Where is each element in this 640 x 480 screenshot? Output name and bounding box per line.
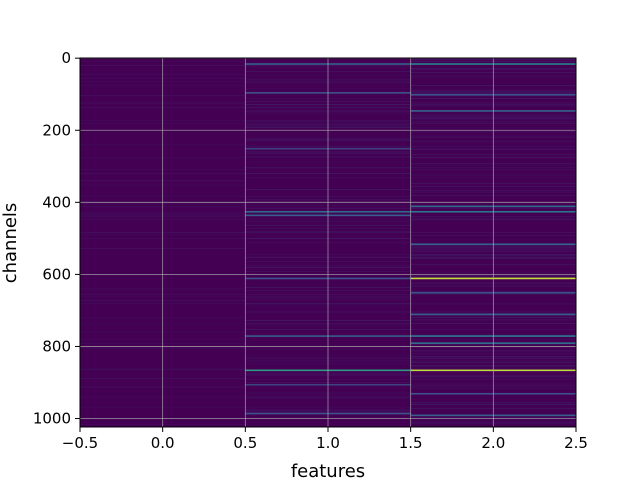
x-tick-label: 0.5 xyxy=(233,434,257,452)
x-tick-label: 2.0 xyxy=(481,434,505,452)
x-tick-label: 1.5 xyxy=(399,434,423,452)
y-tick-label: 1000 xyxy=(33,410,71,428)
y-axis-label: channels xyxy=(0,203,21,284)
x-tick-label: 1.0 xyxy=(316,434,340,452)
x-tick-label: 0.0 xyxy=(151,434,175,452)
y-tick-label: 800 xyxy=(42,337,71,355)
axes: −0.5 0.0 0.5 1.0 1.5 2.0 2.5 0 200 400 600 800 1000 xyxy=(33,49,588,452)
y-tick-label: 600 xyxy=(42,265,71,283)
x-tick-label: 2.5 xyxy=(564,434,588,452)
y-tick-label: 200 xyxy=(42,121,71,139)
x-axis-label: features xyxy=(291,461,365,480)
y-tick-label: 400 xyxy=(42,193,71,211)
y-tick-label: 0 xyxy=(61,49,71,67)
x-tick-label: −0.5 xyxy=(62,434,98,452)
